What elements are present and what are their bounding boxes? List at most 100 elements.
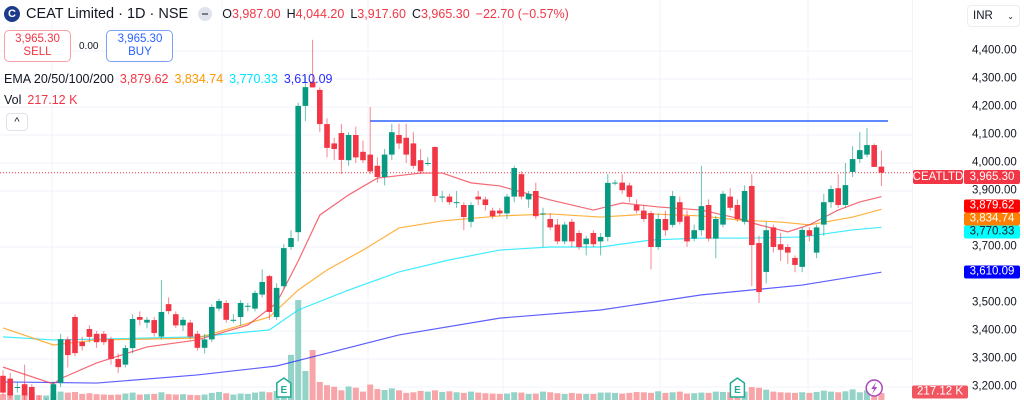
candle (245, 305, 251, 307)
candle (317, 89, 323, 125)
ohlc-values: O3,987.00 H4,044.20 L3,917.60 C3,965.30 … (222, 7, 569, 21)
ema50-line (2, 208, 882, 346)
volume-bar (763, 389, 770, 400)
volume-bar (849, 389, 856, 400)
candle (777, 244, 784, 250)
candle (101, 333, 107, 343)
candle (828, 189, 834, 203)
candle (381, 154, 388, 177)
candle (864, 145, 870, 155)
candle (144, 319, 150, 323)
candle (705, 205, 712, 239)
ema20-tag: 3,879.62 (964, 199, 1020, 212)
candle (727, 196, 733, 208)
chevron-up-icon[interactable]: ^ (6, 113, 28, 131)
candle (648, 213, 654, 247)
candle (86, 329, 93, 337)
volume-bar (309, 350, 316, 400)
volume-legend[interactable]: Vol 217.12 K (4, 93, 77, 107)
candle (763, 230, 769, 272)
candle (871, 145, 877, 167)
volume-bar (194, 395, 201, 400)
candle (612, 182, 618, 184)
volume-bar (417, 390, 424, 400)
price-axis[interactable] (912, 0, 1024, 400)
candle (597, 236, 604, 242)
volume-bar (208, 392, 215, 400)
volume-bar (352, 387, 359, 400)
low-label: L (350, 7, 358, 21)
candle (525, 193, 532, 200)
earnings-icon-letter: E (280, 385, 287, 396)
candle (396, 135, 402, 144)
volume-bar (79, 393, 86, 400)
buy-label: BUY (128, 46, 152, 58)
candle (741, 191, 748, 222)
candle (0, 375, 6, 393)
candle (453, 202, 460, 204)
price-axis-label: 4,100.00 (972, 128, 1017, 141)
candle (857, 150, 863, 160)
candle (93, 333, 100, 343)
candle (497, 210, 503, 214)
ema-label: EMA 20/50/100/200 (4, 72, 114, 86)
sell-button[interactable]: 3,965.30 SELL (4, 30, 71, 62)
volume-bar (324, 385, 330, 400)
candle (475, 196, 481, 200)
candle (21, 384, 28, 396)
volume-bar (460, 392, 467, 400)
volume-bar (122, 393, 129, 400)
change-value: −22.70 (−0.57%) (475, 7, 569, 21)
candle (14, 387, 21, 388)
sell-label: SELL (23, 46, 52, 58)
candle (302, 87, 309, 106)
collapse-legend-button[interactable] (198, 7, 213, 21)
volume-bar (93, 394, 100, 400)
ema200-value: 3,610.09 (283, 72, 333, 86)
candle (684, 216, 690, 242)
volume-bar (604, 392, 611, 400)
currency-dropdown[interactable]: INR ⌄ (967, 5, 1020, 27)
candle (446, 196, 453, 203)
candle (345, 135, 352, 161)
candle (813, 227, 820, 253)
volume-bar (554, 393, 561, 400)
candle (367, 154, 373, 172)
candle (749, 185, 755, 246)
candle (115, 359, 121, 368)
volume-bar (482, 393, 489, 400)
price-axis-label: 3,400.00 (972, 324, 1017, 337)
candle (756, 243, 762, 293)
volume-bar (115, 394, 122, 400)
sell-price: 3,965.30 (15, 33, 60, 45)
candle (281, 248, 287, 287)
volume-bar (331, 386, 338, 400)
ema-legend[interactable]: EMA 20/50/100/200 3,879.62 3,834.74 3,77… (4, 72, 333, 86)
lightning-icon-glyph (871, 382, 878, 394)
candle (309, 81, 316, 88)
buy-button[interactable]: 3,965.30 BUY (106, 30, 174, 62)
volume-bar (532, 393, 539, 400)
candle (425, 163, 431, 164)
candle (237, 303, 244, 317)
volume-bar (86, 393, 93, 400)
candle (353, 135, 359, 158)
volume-bar (820, 390, 827, 400)
volume-bar (0, 394, 6, 400)
last-price-tag: 3,965.30 (964, 170, 1020, 184)
volume-bar (100, 394, 107, 400)
candle (713, 219, 719, 239)
candle (194, 333, 201, 348)
volume-bar (784, 392, 791, 400)
symbol-header: C CEAT Limited · 1D · NSE O3,987.00 H4,0… (4, 6, 569, 22)
volume-bar (223, 393, 230, 400)
candle (79, 341, 85, 347)
candle (29, 387, 35, 400)
candle (266, 276, 273, 312)
spread-value: 0.00 (79, 40, 99, 52)
symbol-title[interactable]: CEAT Limited · 1D · NSE (26, 6, 189, 22)
volume-bar (468, 391, 474, 400)
volume-bar (302, 370, 309, 400)
price-axis-label: 3,200.00 (972, 380, 1017, 393)
